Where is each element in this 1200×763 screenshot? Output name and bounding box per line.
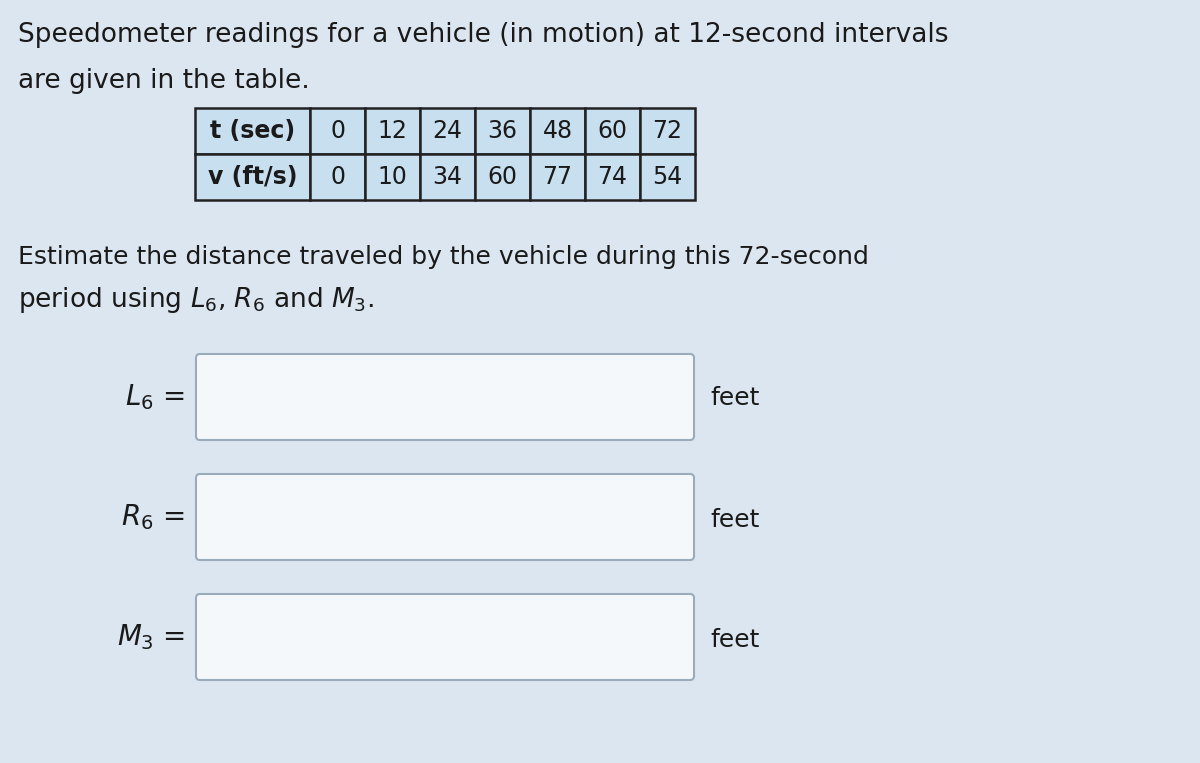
Text: 72: 72 — [653, 119, 683, 143]
Text: 0: 0 — [330, 165, 346, 189]
Bar — [420, 108, 475, 154]
Bar — [194, 154, 310, 200]
FancyBboxPatch shape — [196, 474, 694, 560]
Text: 77: 77 — [542, 165, 572, 189]
Text: 60: 60 — [487, 165, 517, 189]
Text: feet: feet — [710, 508, 760, 532]
Text: 10: 10 — [378, 165, 408, 189]
Text: feet: feet — [710, 386, 760, 410]
Text: $M_3$ =: $M_3$ = — [116, 622, 185, 652]
Text: feet: feet — [710, 628, 760, 652]
Text: 74: 74 — [598, 165, 628, 189]
Text: t (sec): t (sec) — [210, 119, 295, 143]
Bar — [365, 108, 420, 154]
Bar — [586, 108, 640, 154]
Text: 60: 60 — [598, 119, 628, 143]
Bar — [640, 108, 695, 154]
Bar — [530, 154, 586, 200]
Bar — [310, 108, 365, 154]
Bar — [194, 108, 310, 154]
Text: 34: 34 — [432, 165, 462, 189]
Text: are given in the table.: are given in the table. — [18, 68, 310, 94]
Bar — [475, 108, 530, 154]
Bar — [420, 154, 475, 200]
Text: $L_6$ =: $L_6$ = — [125, 382, 185, 412]
Text: 24: 24 — [432, 119, 462, 143]
Bar — [310, 154, 365, 200]
Text: $R_6$ =: $R_6$ = — [121, 502, 185, 532]
Bar — [586, 154, 640, 200]
Text: Estimate the distance traveled by the vehicle during this 72-second: Estimate the distance traveled by the ve… — [18, 245, 869, 269]
Bar — [640, 154, 695, 200]
Bar — [475, 154, 530, 200]
Text: 12: 12 — [378, 119, 408, 143]
Text: 0: 0 — [330, 119, 346, 143]
Text: period using $L_6$, $R_6$ and $M_3$.: period using $L_6$, $R_6$ and $M_3$. — [18, 285, 374, 315]
Text: 48: 48 — [542, 119, 572, 143]
Text: 36: 36 — [487, 119, 517, 143]
FancyBboxPatch shape — [196, 594, 694, 680]
Bar — [365, 154, 420, 200]
FancyBboxPatch shape — [196, 354, 694, 440]
Text: Speedometer readings for a vehicle (in motion) at 12-second intervals: Speedometer readings for a vehicle (in m… — [18, 22, 948, 48]
Text: 54: 54 — [653, 165, 683, 189]
Bar — [530, 108, 586, 154]
Text: v (ft/s): v (ft/s) — [208, 165, 298, 189]
